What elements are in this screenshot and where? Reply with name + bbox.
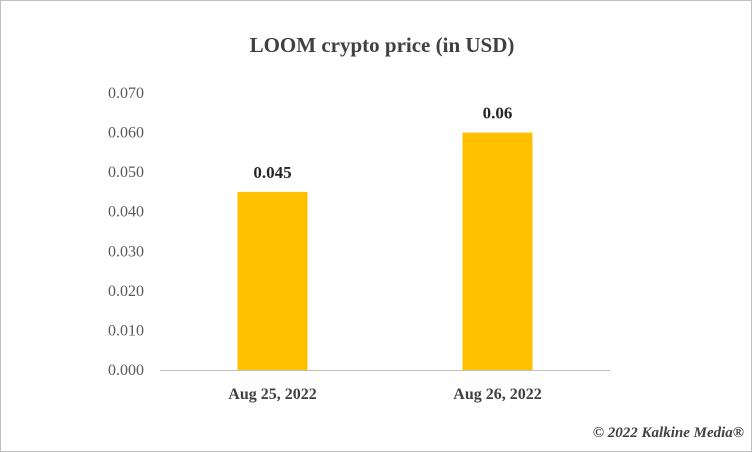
y-tick-label: 0.060 [108,125,144,142]
chart-title: LOOM crypto price (in USD) [250,33,515,57]
copyright-text: © 2022 Kalkine Media® [593,425,744,441]
y-tick-label: 0.010 [108,322,144,339]
bar [462,132,533,370]
y-axis-ticks: 0.000 0.010 0.020 0.030 0.040 0.050 0.060 0.070 [108,85,144,379]
y-tick-label: 0.070 [108,85,144,102]
bars [237,132,533,370]
x-axis-categories: Aug 25, 2022 Aug 26, 2022 [228,386,541,403]
data-label: 0.045 [253,163,291,182]
y-tick-label: 0.020 [108,283,144,300]
y-tick-label: 0.030 [108,243,144,260]
bar [237,191,308,370]
x-category-label: Aug 26, 2022 [453,386,541,403]
data-label: 0.06 [483,104,513,123]
data-labels: 0.045 0.06 [253,104,512,182]
x-category-label: Aug 25, 2022 [228,386,316,403]
y-tick-label: 0.040 [108,204,144,221]
y-tick-label: 0.000 [108,362,144,379]
y-tick-label: 0.050 [108,164,144,181]
